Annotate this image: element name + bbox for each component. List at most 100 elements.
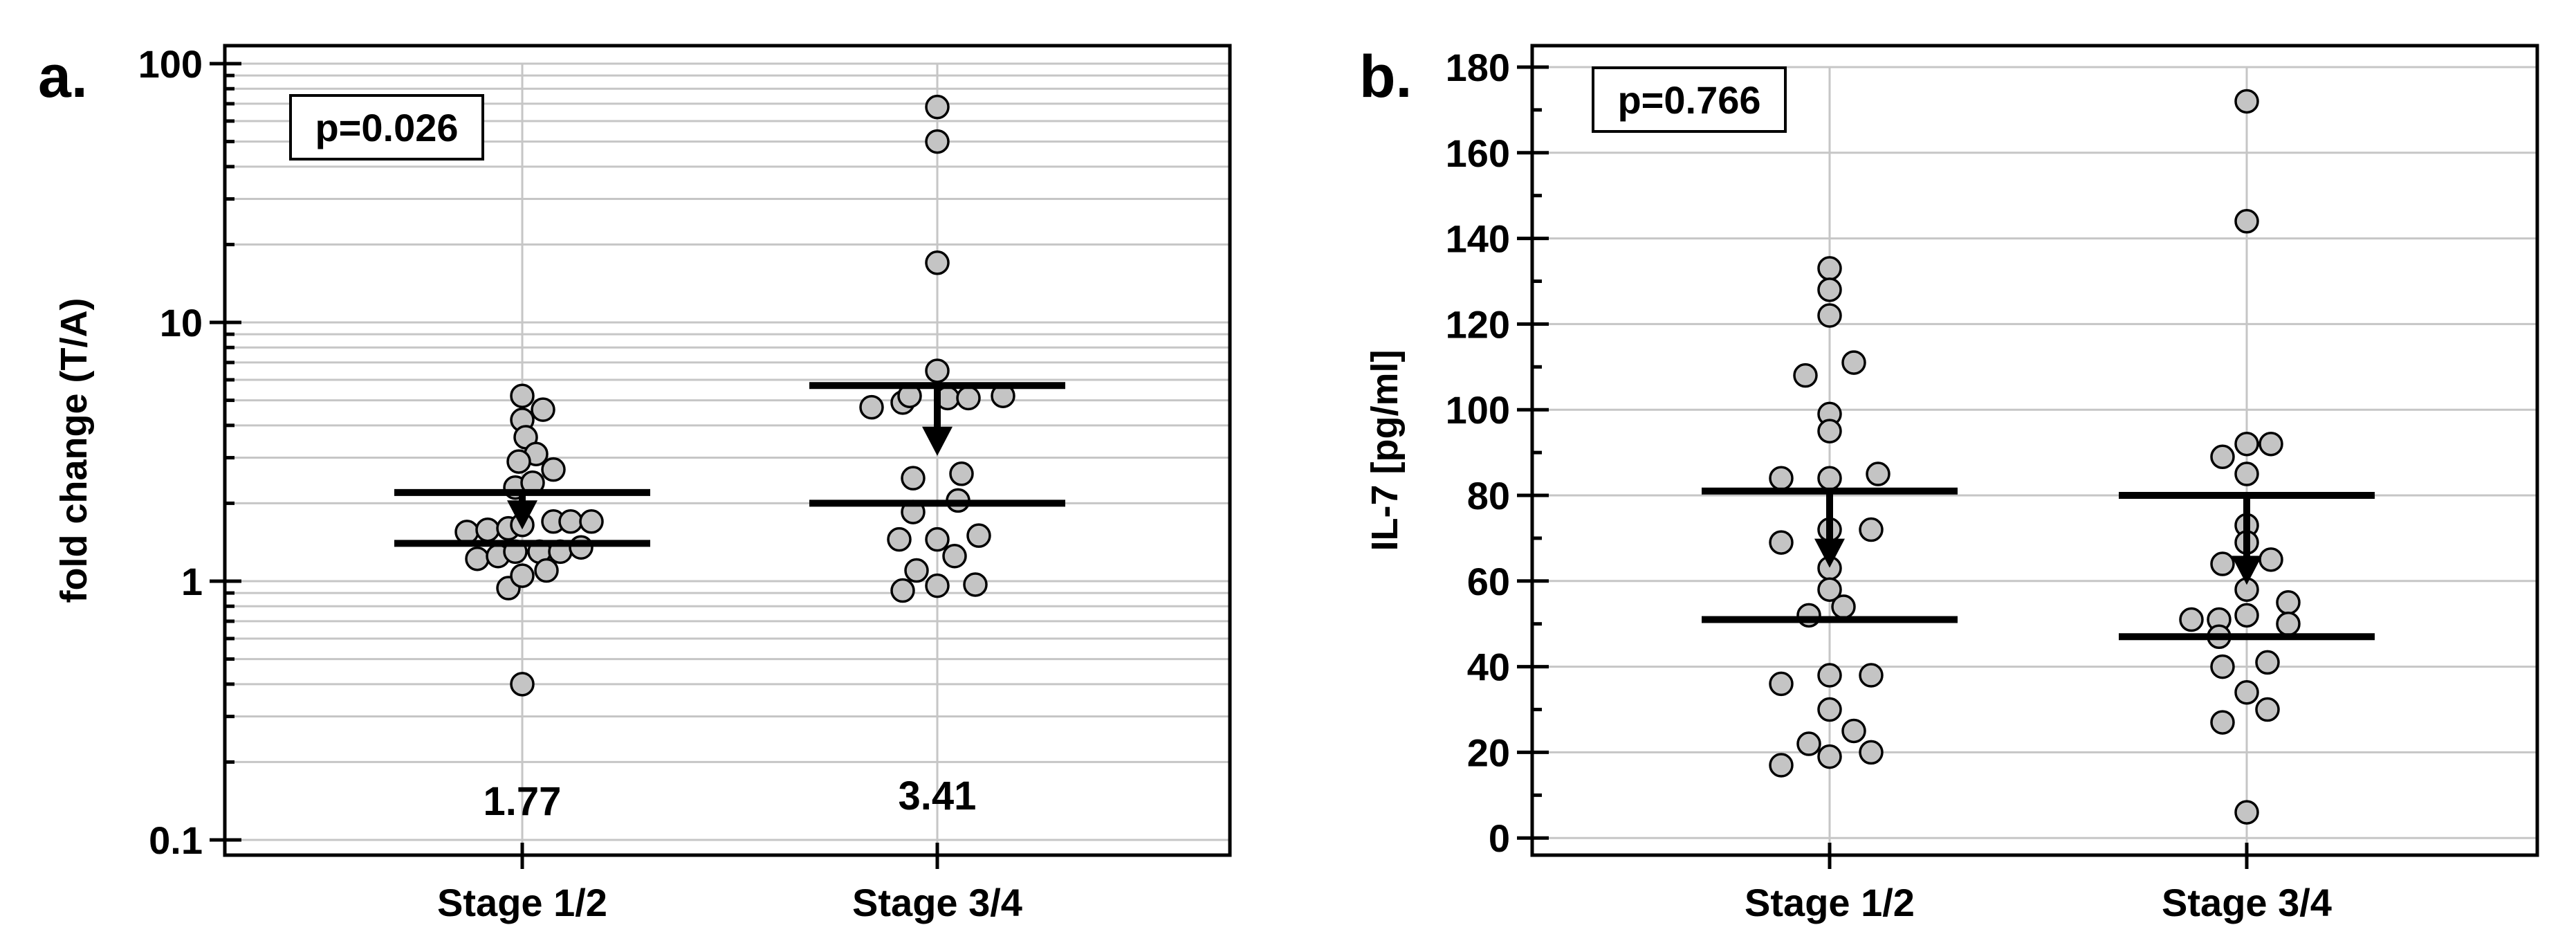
- data-point: [531, 397, 555, 422]
- panel-label: b.: [1359, 44, 1412, 110]
- data-point: [2234, 431, 2259, 457]
- y-tick-label: 180: [1446, 46, 1510, 89]
- panel-label: a.: [38, 44, 88, 110]
- data-point: [1859, 740, 1884, 765]
- plot-frame: [1530, 44, 2539, 857]
- data-point: [475, 517, 500, 542]
- data-point: [2210, 710, 2235, 735]
- data-point: [1831, 594, 1856, 619]
- data-point: [2255, 650, 2280, 675]
- y-tick-label: 160: [1446, 131, 1510, 175]
- y-axis-title: IL-7 [pg/ml]: [1364, 350, 1406, 551]
- data-point: [1817, 577, 1842, 602]
- data-point: [2234, 209, 2259, 234]
- data-point: [2210, 551, 2235, 576]
- data-point: [2276, 590, 2301, 615]
- median-marker: [922, 426, 953, 456]
- median-marker: [507, 500, 537, 530]
- y-axis-title: fold change (T/A): [53, 298, 95, 603]
- y-axis: 0.1 1 10 100: [138, 42, 241, 862]
- y-tick-label: 40: [1467, 646, 1510, 689]
- data-point: [2179, 607, 2204, 632]
- data-point: [925, 358, 950, 383]
- data-point: [2276, 611, 2301, 637]
- data-point: [2234, 680, 2259, 705]
- data-point: [925, 250, 950, 275]
- data-point: [966, 523, 991, 548]
- data-point: [1796, 603, 1821, 628]
- y-tick-label: 100: [138, 42, 203, 86]
- median-marker: [1814, 538, 1845, 568]
- y-axis: 0 20 40 60 80 100 120 140 160 180: [1446, 46, 1549, 860]
- data-point: [1841, 350, 1866, 375]
- data-point: [942, 544, 967, 569]
- x-category-label: Stage 1/2: [1745, 881, 1915, 924]
- p-value-text: p=0.026: [315, 106, 458, 149]
- data-point: [1817, 256, 1842, 281]
- data-point: [510, 563, 535, 588]
- y-tick-label: 0.1: [149, 818, 203, 862]
- data-point: [925, 129, 950, 154]
- y-tick-label: 60: [1467, 560, 1510, 603]
- data-point: [925, 573, 950, 598]
- data-point: [2234, 603, 2259, 628]
- data-point: [2234, 461, 2259, 486]
- y-tick-label: 10: [160, 301, 203, 345]
- p-value-box: [289, 94, 484, 161]
- median-annotation: 1.77: [484, 779, 562, 824]
- data-point: [541, 457, 566, 482]
- data-point: [1817, 744, 1842, 769]
- data-point: [949, 461, 974, 486]
- series-group: 3.41: [809, 94, 1065, 818]
- y-tick-label: 80: [1467, 474, 1510, 518]
- data-point: [887, 527, 912, 552]
- data-point: [558, 509, 583, 534]
- data-point: [1859, 517, 1884, 542]
- data-point: [2210, 654, 2235, 679]
- x-category-label: Stage 3/4: [2162, 881, 2332, 924]
- data-point: [901, 466, 926, 491]
- series-group: [2119, 89, 2375, 825]
- data-point: [925, 527, 950, 552]
- data-point: [1817, 466, 1842, 491]
- data-point: [1817, 697, 1842, 722]
- data-point: [454, 520, 479, 544]
- data-point: [1769, 530, 1794, 555]
- y-tick-label: 120: [1446, 302, 1510, 346]
- series-group: [1702, 256, 1958, 778]
- data-point: [510, 383, 535, 408]
- p-value-box: [1592, 66, 1787, 133]
- data-point: [506, 449, 531, 474]
- data-point: [956, 385, 981, 411]
- data-point: [963, 572, 988, 597]
- data-point: [569, 535, 594, 560]
- data-point: [1866, 461, 1890, 486]
- p-value-text: p=0.766: [1617, 78, 1760, 122]
- y-tick-label: 0: [1489, 816, 1510, 860]
- y-tick-label: 140: [1446, 217, 1510, 261]
- data-point: [1841, 718, 1866, 744]
- data-point: [1817, 277, 1842, 302]
- data-point: [465, 546, 490, 571]
- data-point: [925, 94, 950, 120]
- chart-panel-b: 0 20 40 60 80 100 120 140 160 180 IL-7 [pg/ml] Stag…: [1359, 44, 2539, 924]
- data-point: [2258, 431, 2283, 457]
- data-point: [1859, 663, 1884, 688]
- data-point: [2255, 697, 2280, 722]
- data-point: [1817, 419, 1842, 443]
- data-point: [1793, 363, 1818, 388]
- data-point: [2234, 800, 2259, 825]
- data-point: [2234, 89, 2259, 114]
- data-point: [1769, 466, 1794, 491]
- x-category-label: Stage 1/2: [437, 881, 607, 924]
- y-tick-label: 1: [181, 560, 203, 603]
- plot-frame: [223, 44, 1232, 857]
- grid-lines: [1532, 66, 2537, 855]
- x-category-label: Stage 3/4: [852, 881, 1022, 924]
- data-point: [904, 558, 929, 583]
- data-point: [510, 672, 535, 697]
- series-group: 1.77: [394, 383, 650, 824]
- grid-lines: [225, 62, 1230, 855]
- data-point: [2210, 444, 2235, 470]
